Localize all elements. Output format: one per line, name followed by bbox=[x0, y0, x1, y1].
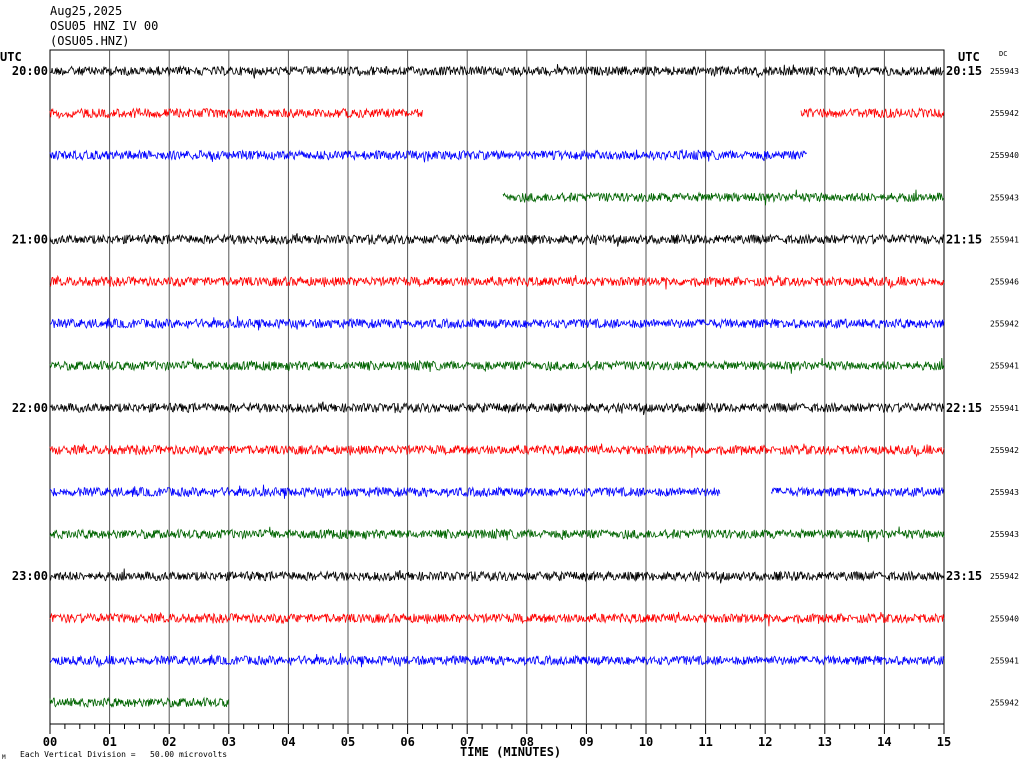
row-time-label-right: 20:15 bbox=[946, 64, 982, 78]
x-tick-label: 15 bbox=[937, 735, 951, 749]
trace-segment bbox=[800, 107, 945, 119]
station-label: OSU05 HNZ IV 00 bbox=[50, 19, 159, 33]
trace-segment bbox=[49, 443, 945, 458]
x-tick-label: 07 bbox=[460, 735, 474, 749]
row-dc-value: 255941 bbox=[990, 656, 1019, 665]
x-tick-label: 08 bbox=[520, 735, 534, 749]
trace-segment bbox=[770, 486, 944, 498]
x-tick-label: 13 bbox=[818, 735, 832, 749]
trace-segment bbox=[49, 63, 945, 79]
trace-segment bbox=[49, 357, 945, 374]
row-dc-value: 255941 bbox=[990, 362, 1019, 371]
row-dc-value: 255942 bbox=[990, 699, 1019, 708]
x-tick-label: 10 bbox=[639, 735, 653, 749]
trace-segment bbox=[49, 652, 945, 669]
x-tick-label: 01 bbox=[102, 735, 116, 749]
x-tick-label: 00 bbox=[43, 735, 57, 749]
trace-segment bbox=[49, 233, 945, 247]
row-dc-value: 255941 bbox=[990, 235, 1019, 244]
trace-segment bbox=[49, 107, 423, 120]
trace-segment bbox=[49, 274, 945, 290]
trace-segment bbox=[502, 189, 945, 206]
row-dc-value: 255943 bbox=[990, 67, 1019, 76]
row-time-label-left: 20:00 bbox=[12, 64, 48, 78]
x-tick-label: 11 bbox=[698, 735, 712, 749]
x-tick-label: 03 bbox=[222, 735, 236, 749]
x-tick-label: 09 bbox=[579, 735, 593, 749]
row-dc-value: 255943 bbox=[990, 488, 1019, 497]
x-tick-label: 04 bbox=[281, 735, 295, 749]
x-tick-label: 14 bbox=[877, 735, 891, 749]
x-tick-label: 02 bbox=[162, 735, 176, 749]
row-time-label-left: 23:00 bbox=[12, 569, 48, 583]
row-dc-value: 255942 bbox=[990, 446, 1019, 455]
trace-segment bbox=[49, 316, 945, 331]
trace-segment bbox=[49, 611, 945, 627]
row-dc-value: 255943 bbox=[990, 530, 1019, 539]
x-tick-label: 12 bbox=[758, 735, 772, 749]
row-dc-value: 255946 bbox=[990, 278, 1019, 287]
row-dc-value: 255941 bbox=[990, 404, 1019, 413]
right-axis-title: UTC bbox=[958, 50, 980, 64]
row-time-label-right: 21:15 bbox=[946, 232, 982, 246]
trace-segment bbox=[49, 568, 945, 584]
trace-segment bbox=[49, 526, 945, 543]
dc-column-header: DC bbox=[999, 50, 1008, 58]
x-tick-label: 06 bbox=[400, 735, 414, 749]
scale-note: Each Vertical Division = 50.00 microvolt… bbox=[20, 750, 228, 759]
row-dc-value: 255942 bbox=[990, 320, 1019, 329]
trace-segment bbox=[49, 696, 229, 708]
left-axis-title: UTC bbox=[0, 50, 22, 64]
plot-frame bbox=[49, 49, 945, 725]
channel-code-label: (OSU05.HNZ) bbox=[50, 34, 130, 48]
row-dc-value: 255942 bbox=[990, 109, 1019, 118]
trace-segment bbox=[49, 484, 721, 499]
row-time-label-left: 21:00 bbox=[12, 232, 48, 246]
corner-mark: M bbox=[2, 754, 6, 761]
trace-segment bbox=[49, 401, 945, 416]
x-axis-title: TIME (MINUTES) bbox=[460, 745, 562, 759]
date-label: Aug25,2025 bbox=[50, 4, 123, 18]
x-tick-label: 05 bbox=[341, 735, 355, 749]
trace-segment bbox=[49, 149, 808, 163]
row-time-label-right: 23:15 bbox=[946, 569, 982, 583]
row-dc-value: 255940 bbox=[990, 151, 1019, 160]
row-dc-value: 255943 bbox=[990, 193, 1019, 202]
row-dc-value: 255942 bbox=[990, 572, 1019, 581]
row-time-label-right: 22:15 bbox=[946, 401, 982, 415]
row-dc-value: 255940 bbox=[990, 614, 1019, 623]
row-time-label-left: 22:00 bbox=[12, 401, 48, 415]
